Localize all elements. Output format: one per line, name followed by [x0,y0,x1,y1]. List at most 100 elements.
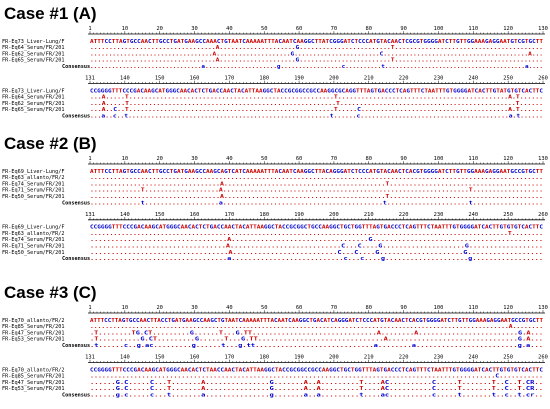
sequence-label: FR-Eq69_Liver-Lung/F [2,225,64,231]
sequence-label: FR-Eq70_allanto/FR/2 [2,318,64,324]
ruler-tick-label: 90 [400,26,407,32]
ruler-tick-label: 190 [294,76,304,82]
ruler-tick-label: 60 [296,26,303,32]
consensus-sequence: ................................. a......… [90,256,543,262]
ruler-tick-label: 210 [364,355,374,361]
ruler-tick-label: 240 [468,212,478,218]
ruler-tick-label: 100 [434,26,444,32]
ruler-tick-label: 70 [331,156,338,162]
ruler-tick-label: 30 [191,26,198,32]
alignment-block: 131 140 150 160 170 180 190 200 210 220 230 240 250 2… [2,355,548,399]
aligned-sequence: .................................A......… [90,194,543,200]
ruler-tick-label: 110 [468,305,478,311]
aligned-sequence: ...A.. C..T..............................… [90,107,543,113]
ruler-tick-label: 80 [366,26,373,32]
alignment-block: 1 10 20 30 40 50 60 70 80 90 100 110 120 130FR-Eq69_L… [2,156,548,206]
aligned-sequence: ...A.....T..............................… [90,101,543,107]
ruler-tick-label: 50 [261,305,268,311]
consensus-label: Consensus [62,256,90,262]
ruler-tick-label: 131 [85,76,95,82]
ruler-tick-label: 170 [225,355,235,361]
ruler-tick-label: 1 [88,156,91,162]
ruler-tick-label: 160 [190,76,200,82]
aligned-sequence: .T.......... G.CT......... G......T... G.TT… [90,337,543,343]
aligned-sequence: .................................A......… [90,51,543,57]
ruler-tick-label: 150 [155,76,165,82]
consensus-label: Consensus [62,64,90,70]
sequence-label: FR-Eq50_Serum/FR/201 [2,250,64,256]
ruler-tick-label: 50 [261,156,268,162]
sequence-label: FR-Eq63_allanto/FR/2 [2,231,64,237]
ruler-tick-label: 40 [226,26,233,32]
ruler-tick-label: 230 [434,212,444,218]
ruler-tick-label: 260 [538,76,548,82]
sequence-label: FR-Eq62_Serum/FR/201 [2,101,64,107]
alignment-panel-case-1: 1 10 20 30 40 50 60 70 80 90 100 110 120 130FR-Eq73_L… [2,26,548,120]
sequence-label: FR-Eq70_allanto/FR/2 [2,367,64,373]
ruler-tick-label: 230 [434,355,444,361]
sequence-label: FR-Eq50_Serum/FR/201 [2,194,64,200]
consensus-sequence: .t...... c.. g.ac......... g...... t... g.tt.… [90,343,543,349]
ruler-tick-label: 200 [329,355,339,361]
ruler-tick-label: 10 [122,26,129,32]
consensus-label: Consensus [62,200,90,206]
sequence-label: FR-Eq47_Serum/FR/201 [2,380,64,386]
ruler-tick-label: 100 [434,305,444,311]
ruler-tick-label: 50 [261,26,268,32]
ruler-tick-label: 240 [468,76,478,82]
aligned-sequence: CCGGGG TTTCCCG ACAAGCATGGGC AACACTCTAACCAAC… [90,367,543,373]
ruler-tick-label: 20 [156,26,163,32]
aligned-sequence: ATTT CCTTAGTGCCAACTTGCCTGATGAAGCCAAACTGTA… [90,39,543,45]
sequence-label: FR-Eq71_Serum/FR/201 [2,244,64,250]
ruler-tick-label: 20 [156,305,163,311]
sequence-label: FR-Eq74_Serum/FR/201 [2,237,64,243]
aligned-sequence: ...A.....T..............................… [90,95,543,101]
ruler-tick-label: 140 [120,355,130,361]
ruler-tick-label: 120 [503,26,513,32]
ruler-tick-label: 30 [191,156,198,162]
ruler-tick-label: 220 [399,76,409,82]
alignment-panel-case-2: 1 10 20 30 40 50 60 70 80 90 100 110 120 130FR-Eq69_L… [2,156,548,262]
sequence-label: FR-Eq74_Serum/FR/201 [2,181,64,187]
sequence-label: FR-Eq47_Serum/FR/201 [2,330,64,336]
sequence-label: FR-Eq64_Serum/FR/201 [2,95,64,101]
alignment-block: 131 140 150 160 170 180 190 200 210 220 230 240 250 2… [2,212,548,262]
sequence-label: FR-Eq71_Serum/FR/201 [2,188,64,194]
ruler-tick-label: 170 [225,212,235,218]
consensus-label: Consensus [62,114,90,120]
consensus-sequence: ............. t................... a......… [90,200,543,206]
ruler-tick-label: 10 [122,305,129,311]
aligned-sequence: .................................A......… [90,58,543,64]
aligned-sequence: ATTT CCTTAGTGCCAACTTACCTGATGAAGCCAAGCTGTA… [90,318,543,324]
ruler-tick-label: 10 [122,156,129,162]
ruler-tick-label: 130 [538,156,548,162]
aligned-sequence: ........................................… [90,324,543,330]
ruler-tick-label: 40 [226,156,233,162]
ruler-tick-label: 120 [503,305,513,311]
ruler-tick-label: 190 [294,212,304,218]
ruler-tick-label: 240 [468,355,478,361]
aligned-sequence: .................................A......… [90,244,543,250]
aligned-sequence: CCGGGG TTTCCCG ACAAGCATGGGC AACACTCTGACCAAC… [90,88,543,94]
alignment-block: 1 10 20 30 40 50 60 70 80 90 100 110 120 130FR-Eq73_L… [2,26,548,70]
ruler-tick-label: 140 [120,76,130,82]
consensus-label: Consensus [62,393,90,399]
aligned-sequence: .................................A......… [90,250,543,256]
ruler-tick-label: 230 [434,76,444,82]
ruler-tick-label: 180 [259,355,269,361]
ruler-tick-label: 160 [190,212,200,218]
ruler-tick-label: 1 [88,26,91,32]
ruler-tick-label: 90 [400,305,407,311]
ruler-tick-label: 30 [191,305,198,311]
ruler-tick-label: 200 [329,76,339,82]
ruler-tick-label: 190 [294,355,304,361]
aligned-sequence: ...... G.C..... C...T.......A.............… [90,380,543,386]
sequence-label: FR-Eq62_Serum/FR/201 [2,51,64,57]
sequence-label: FR-Eq64_Serum/FR/201 [2,45,64,51]
ruler-tick-label: 220 [399,212,409,218]
aligned-sequence: ........................................… [90,175,543,181]
ruler-tick-label: 220 [399,355,409,361]
ruler-tick-label: 180 [259,76,269,82]
ruler-tick-label: 260 [538,212,548,218]
ruler-tick-label: 70 [331,305,338,311]
